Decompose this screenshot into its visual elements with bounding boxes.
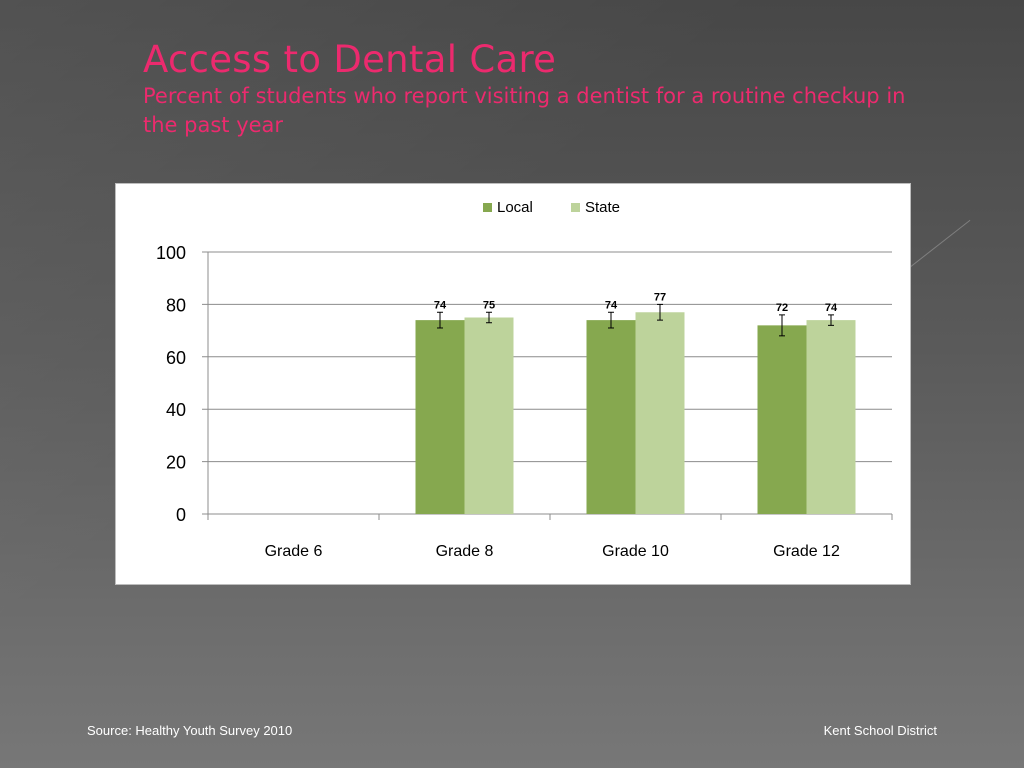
- legend-label: Local: [497, 199, 533, 216]
- bar: [415, 320, 465, 514]
- page-title: Access to Dental Care: [143, 38, 557, 81]
- data-label: 72: [776, 302, 788, 314]
- bar: [464, 317, 514, 514]
- bar: [806, 320, 856, 514]
- x-tick-label: Grade 6: [265, 543, 323, 560]
- x-tick-label: Grade 12: [773, 543, 840, 560]
- data-label: 74: [605, 299, 618, 311]
- bar: [757, 325, 807, 514]
- page-subtitle: Percent of students who report visiting …: [143, 84, 906, 137]
- data-label: 77: [654, 291, 666, 303]
- organization-name: Kent School District: [823, 723, 937, 738]
- bar-chart: 0 20 40 60 80 100 Grade 6 Grade 8 Grade 10 Grade …: [156, 199, 893, 560]
- y-tick-label: 0: [176, 505, 186, 525]
- y-tick-label: 60: [166, 348, 186, 368]
- y-tick-label: 100: [156, 243, 186, 263]
- bar: [635, 312, 685, 514]
- legend-swatch: [483, 203, 492, 212]
- y-tick-label: 40: [166, 400, 186, 420]
- source-note: Source: Healthy Youth Survey 2010: [87, 723, 293, 738]
- y-tick-label: 20: [166, 453, 186, 473]
- data-label: 74: [434, 299, 447, 311]
- data-label: 75: [483, 299, 495, 311]
- chart-panel: 0 20 40 60 80 100 Grade 6 Grade 8 Grade 10 Grade …: [115, 183, 911, 585]
- title-block: Access to Dental Care Percent of student…: [143, 38, 943, 140]
- y-tick-label: 80: [166, 295, 186, 315]
- bar: [586, 320, 636, 514]
- legend-label: State: [585, 199, 620, 216]
- data-label: 74: [825, 302, 838, 314]
- x-tick-label: Grade 8: [436, 543, 494, 560]
- legend-swatch: [571, 203, 580, 212]
- x-tick-label: Grade 10: [602, 543, 669, 560]
